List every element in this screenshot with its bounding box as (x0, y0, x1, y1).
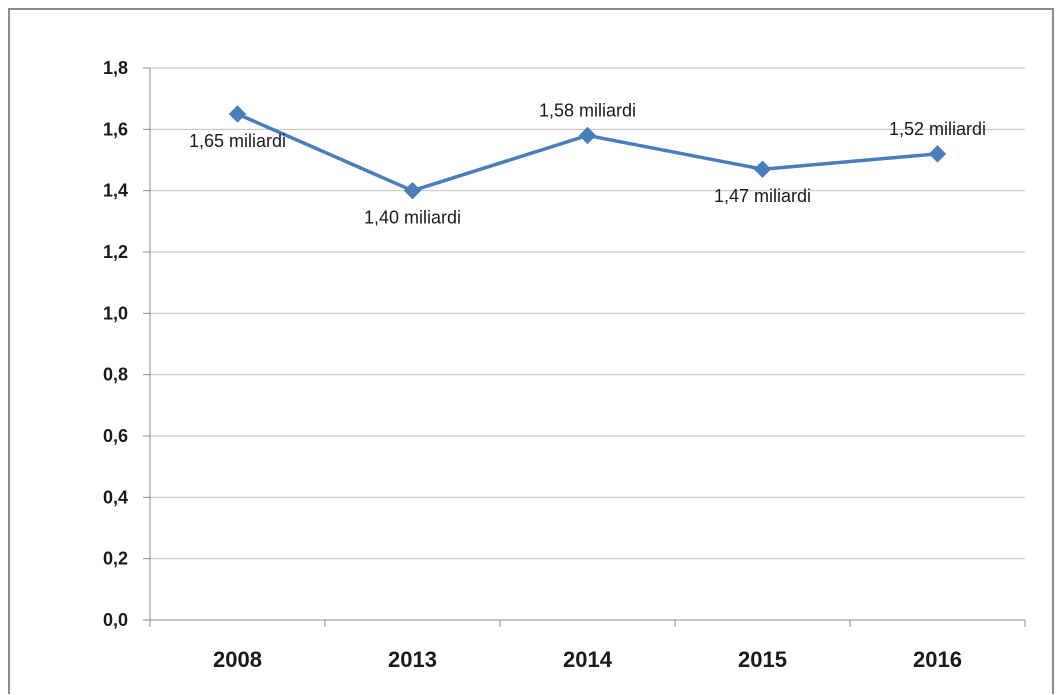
x-axis-tick-labels: 2008 2013 2014 2015 2016 (213, 647, 962, 672)
y-tick-label: 0,6 (103, 426, 128, 446)
data-label: 1,52 miliardi (889, 119, 986, 139)
gridlines (150, 67, 1025, 560)
y-tick-label: 1,4 (103, 181, 128, 201)
data-label: 1,47 miliardi (714, 186, 811, 206)
axes (143, 67, 1026, 627)
y-tick-label: 1,0 (103, 303, 128, 323)
data-point-marker (403, 181, 422, 200)
y-tick-label: 0,2 (103, 549, 128, 569)
y-tick-label: 0,4 (103, 487, 128, 507)
series-markers (228, 105, 947, 200)
data-point-marker (228, 105, 247, 123)
data-point-marker (578, 126, 597, 145)
data-labels: 1,65 miliardi 1,40 miliardi 1,58 miliardi 1… (189, 100, 986, 227)
data-label: 1,65 miliardi (189, 131, 286, 151)
series-line (236, 112, 938, 193)
y-tick-label: 1,8 (103, 58, 128, 78)
data-label: 1,58 miliardi (539, 100, 636, 120)
y-tick-label: 0,8 (103, 365, 128, 385)
x-tick-label: 2015 (738, 647, 787, 672)
data-label: 1,40 miliardi (364, 208, 461, 228)
data-point-marker (928, 145, 947, 163)
chart-frame (8, 8, 1054, 694)
y-tick-label: 1,2 (103, 242, 128, 262)
x-tick-label: 2008 (213, 647, 262, 672)
x-tick-label: 2016 (913, 647, 962, 672)
x-tick-label: 2013 (388, 647, 437, 672)
y-tick-label: 0,0 (103, 610, 128, 630)
y-axis-tick-labels: 0,0 0,2 0,4 0,6 0,8 1,0 1,2 1,4 1,6 1,8 (103, 58, 128, 630)
x-tick-label: 2014 (563, 647, 613, 672)
series-line (236, 112, 938, 193)
y-tick-label: 1,6 (103, 119, 128, 139)
data-point-marker (753, 160, 772, 178)
